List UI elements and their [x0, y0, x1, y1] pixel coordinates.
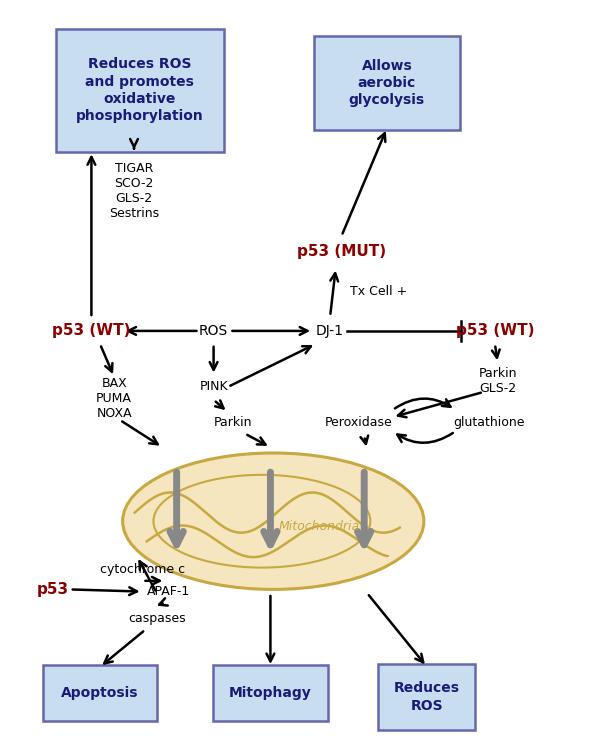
Text: Allows
aerobic
glycolysis: Allows aerobic glycolysis — [349, 59, 425, 108]
Text: Apoptosis: Apoptosis — [61, 686, 139, 700]
Ellipse shape — [123, 453, 424, 589]
FancyBboxPatch shape — [378, 664, 475, 730]
Text: p53 (MUT): p53 (MUT) — [297, 245, 386, 260]
Text: ROS: ROS — [199, 324, 229, 338]
Text: Peroxidase: Peroxidase — [324, 417, 392, 429]
Text: Mitochondria: Mitochondria — [278, 521, 359, 533]
Text: caspases: caspases — [128, 612, 185, 625]
Text: p53 (WT): p53 (WT) — [52, 323, 131, 338]
FancyBboxPatch shape — [43, 665, 157, 721]
Text: Tx Cell +: Tx Cell + — [350, 285, 407, 298]
Text: TIGAR
SCO-2
GLS-2
Sestrins: TIGAR SCO-2 GLS-2 Sestrins — [109, 162, 159, 220]
Text: DJ-1: DJ-1 — [316, 324, 344, 338]
Text: Parkin
GLS-2: Parkin GLS-2 — [478, 367, 517, 395]
Text: glutathione: glutathione — [453, 417, 525, 429]
Text: BAX
PUMA
NOXA: BAX PUMA NOXA — [96, 377, 132, 420]
FancyBboxPatch shape — [56, 29, 224, 152]
Text: PINK: PINK — [200, 381, 228, 393]
Text: p53 (WT): p53 (WT) — [456, 323, 534, 338]
Text: Reduces
ROS: Reduces ROS — [394, 681, 460, 713]
Text: Reduces ROS
and promotes
oxidative
phosphorylation: Reduces ROS and promotes oxidative phosp… — [76, 58, 204, 123]
FancyBboxPatch shape — [314, 36, 459, 130]
Text: Parkin: Parkin — [214, 417, 253, 429]
Text: p53: p53 — [37, 582, 69, 597]
FancyBboxPatch shape — [213, 665, 327, 721]
Text: Mitophagy: Mitophagy — [229, 686, 312, 700]
Text: APAF-1: APAF-1 — [146, 585, 190, 598]
Text: cytochrome c: cytochrome c — [100, 562, 185, 576]
